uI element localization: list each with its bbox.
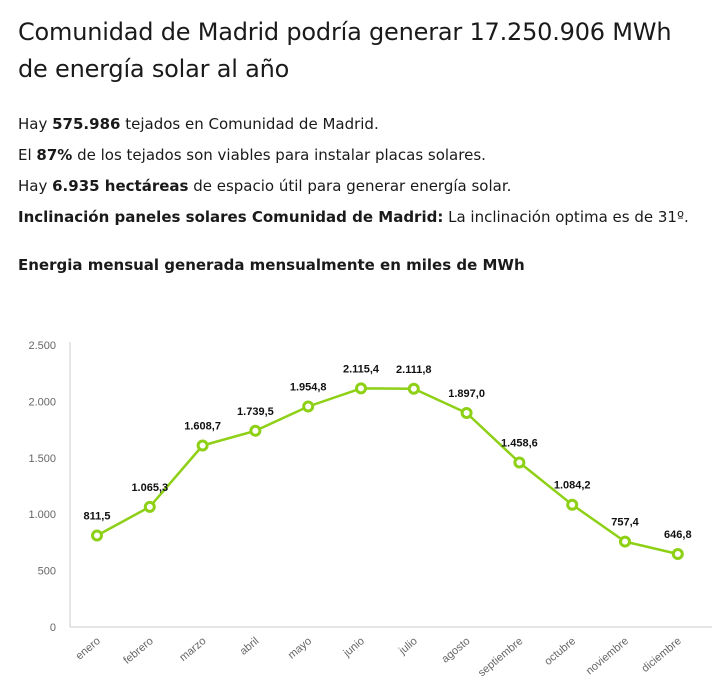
series-energy: 811,5 1.065,3 1.608,7 1.739,5 1.954,8 2.115,4…	[84, 363, 692, 561]
x-tick-label: marzo	[177, 635, 208, 664]
x-tick-label: noviembre	[584, 635, 631, 677]
fact-text: La inclinación optima es de 31º.	[443, 208, 689, 226]
data-label: 811,5	[84, 510, 111, 522]
fact-text: Hay	[18, 115, 53, 133]
fact-roofs: Hay 575.986 tejados en Comunidad de Madr…	[18, 112, 718, 143]
x-tick-label: junio	[341, 635, 367, 660]
chart-title: Energia mensual generada mensualmente en…	[18, 256, 525, 274]
x-tick-label: febrero	[121, 635, 155, 667]
data-label: 1.954,8	[290, 381, 327, 393]
data-label: 2.115,4	[343, 363, 380, 375]
data-point	[619, 535, 631, 548]
x-tick-label: agosto	[440, 635, 473, 665]
line-chart: 0 500 1.000 1.500 2.000 2.500 enero febrero mar…	[28, 340, 712, 679]
data-point	[671, 548, 684, 561]
x-tick-label: enero	[74, 635, 103, 662]
data-label: 1.458,6	[501, 437, 538, 449]
y-tick-label: 1.500	[28, 453, 56, 465]
fact-inclination: Inclinación paneles solares Comunidad de…	[18, 205, 718, 236]
fact-text: de espacio útil para generar energía sol…	[188, 177, 512, 195]
fact-highlight: 87%	[36, 146, 73, 164]
data-point	[566, 498, 579, 511]
data-point	[513, 456, 526, 469]
data-point	[407, 382, 420, 395]
y-tick-label: 2.000	[28, 396, 56, 408]
data-label: 646,8	[664, 529, 692, 541]
series-line	[96, 387, 679, 556]
x-tick-label: mayo	[286, 635, 314, 661]
data-point	[460, 407, 473, 420]
fact-highlight: 6.935 hectáreas	[52, 177, 189, 195]
x-axis: enero febrero marzo abril mayo junio julio agos…	[70, 626, 712, 679]
fact-text: de los tejados son viables para instalar…	[72, 146, 486, 164]
y-tick-label: 2.500	[28, 340, 56, 352]
fact-text: tejados en Comunidad de Madrid.	[120, 115, 379, 133]
data-label: 1.608,7	[184, 421, 221, 433]
fact-area: Hay 6.935 hectáreas de espacio útil para…	[18, 174, 718, 205]
x-tick-label: abril	[238, 635, 262, 658]
data-point	[249, 424, 262, 437]
data-label: 1.897,0	[448, 388, 485, 400]
y-tick-label: 0	[50, 622, 56, 634]
data-label: 2.111,8	[396, 364, 432, 376]
data-label: 757,4	[611, 517, 639, 529]
fact-text: El	[18, 146, 37, 164]
y-axis: 0 500 1.000 1.500 2.000 2.500	[28, 340, 71, 634]
x-tick-label: diciembre	[639, 635, 683, 675]
data-point	[196, 439, 209, 452]
fact-text: Hay	[18, 177, 53, 195]
x-tick-label: julio	[396, 635, 419, 657]
data-point	[302, 400, 315, 413]
data-label: 1.739,5	[237, 406, 274, 418]
data-point	[143, 500, 156, 513]
y-tick-label: 500	[38, 566, 56, 578]
data-label: 1.084,2	[554, 480, 591, 492]
x-tick-label: octubre	[542, 635, 578, 668]
data-label: 1.065,3	[131, 482, 168, 494]
facts-list: Hay 575.986 tejados en Comunidad de Madr…	[18, 112, 718, 236]
data-point	[91, 529, 103, 542]
fact-highlight: Inclinación paneles solares Comunidad de…	[18, 208, 444, 226]
page-title: Comunidad de Madrid podría generar 17.25…	[18, 18, 672, 83]
fact-viable: El 87% de los tejados son viables para i…	[18, 143, 718, 174]
data-point	[355, 382, 367, 395]
x-tick-label: septiembre	[476, 635, 525, 679]
y-tick-label: 1.000	[28, 509, 56, 521]
fact-highlight: 575.986	[52, 115, 121, 133]
